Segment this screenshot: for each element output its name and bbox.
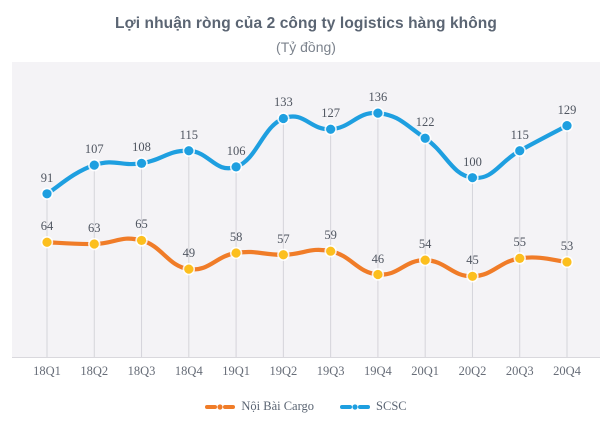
- x-axis-tick-label: 20Q2: [458, 364, 487, 378]
- x-axis-tick-label: 18Q4: [174, 364, 203, 378]
- data-point-marker[interactable]: [231, 248, 241, 258]
- chart-subtitle: (Tỷ đồng): [276, 39, 336, 55]
- data-label: 53: [560, 238, 574, 253]
- x-axis-tick-label: 18Q2: [80, 364, 109, 378]
- data-label: 91: [40, 170, 54, 185]
- x-axis-tick-label: 19Q1: [222, 364, 250, 378]
- data-point-marker[interactable]: [467, 271, 478, 281]
- data-label: 129: [557, 102, 577, 117]
- data-point-marker[interactable]: [42, 237, 52, 247]
- series-line-nội-bài-cargo: [44, 236, 570, 279]
- data-point-marker[interactable]: [89, 160, 99, 170]
- chart-title-block: Lợi nhuận ròng của 2 công ty logistics h…: [0, 14, 612, 57]
- data-label: 57: [277, 231, 290, 246]
- series-line-scsc: [44, 111, 570, 196]
- data-label: 108: [132, 140, 151, 155]
- chart-title: Lợi nhuận ròng của 2 công ty logistics h…: [115, 15, 497, 32]
- data-label: 58: [229, 229, 243, 244]
- data-point-marker[interactable]: [420, 255, 430, 265]
- x-axis-tick-label: 20Q4: [553, 364, 581, 378]
- legend-item-nội-bài-cargo[interactable]: Nội Bài Cargo: [205, 399, 314, 414]
- data-point-marker[interactable]: [562, 121, 572, 131]
- data-point-marker[interactable]: [136, 235, 147, 246]
- data-label: 45: [466, 253, 479, 268]
- x-axis-tick-label: 20Q3: [505, 364, 534, 378]
- x-axis-line: [12, 357, 600, 358]
- x-axis-tick-label: 18Q3: [127, 364, 156, 378]
- data-label: 63: [88, 221, 101, 236]
- legend-item-scsc[interactable]: SCSC: [340, 399, 407, 414]
- data-label: 46: [371, 251, 385, 266]
- data-label: 64: [40, 219, 54, 234]
- data-point-marker[interactable]: [326, 246, 336, 256]
- data-point-marker[interactable]: [373, 108, 383, 118]
- data-label: 55: [513, 235, 526, 250]
- data-point-marker[interactable]: [515, 253, 525, 263]
- x-axis-tick-label: 19Q3: [316, 364, 345, 378]
- data-label: 122: [415, 115, 435, 130]
- plot-svg: [40, 106, 574, 357]
- data-point-marker[interactable]: [373, 269, 383, 280]
- data-point-marker[interactable]: [515, 146, 525, 156]
- legend-label: SCSC: [376, 399, 407, 413]
- data-point-marker[interactable]: [467, 173, 478, 183]
- data-point-marker[interactable]: [42, 189, 52, 199]
- data-label: 54: [418, 237, 432, 252]
- data-point-marker[interactable]: [89, 239, 99, 249]
- x-axis-tick-label: 18Q1: [33, 364, 61, 378]
- data-label: 136: [368, 90, 388, 105]
- x-axis-labels: 18Q1 18Q2 18Q3 18Q4 19Q1 19Q2 19Q3 19Q4 20Q1 20Q2…: [12, 364, 600, 384]
- data-point-marker[interactable]: [562, 257, 572, 267]
- data-label: 65: [135, 217, 148, 232]
- data-label: 100: [463, 154, 482, 169]
- data-point-marker[interactable]: [184, 264, 194, 274]
- x-axis-tick-label: 20Q1: [411, 364, 440, 378]
- data-point-marker[interactable]: [326, 124, 336, 134]
- legend-swatch-icon: [205, 403, 236, 410]
- data-label: 133: [273, 95, 293, 110]
- data-label: 106: [226, 143, 246, 158]
- data-label: 115: [179, 127, 198, 142]
- plot-area: [12, 62, 600, 358]
- data-label: 107: [84, 142, 104, 157]
- chart-legend: Nội Bài Cargo SCSC: [0, 399, 612, 414]
- data-label: 49: [182, 246, 196, 261]
- legend-label: Nội Bài Cargo: [241, 399, 315, 413]
- x-axis-tick-label: 19Q2: [269, 364, 298, 378]
- data-point-marker[interactable]: [231, 162, 241, 172]
- legend-swatch-icon: [340, 403, 371, 410]
- x-axis-tick-label: 19Q4: [364, 364, 392, 378]
- data-point-marker[interactable]: [278, 113, 288, 124]
- data-point-marker[interactable]: [278, 250, 288, 260]
- data-point-marker[interactable]: [420, 133, 430, 143]
- data-point-marker[interactable]: [136, 158, 147, 168]
- data-label: 59: [324, 228, 337, 243]
- data-label: 127: [321, 106, 340, 121]
- data-point-marker[interactable]: [184, 146, 194, 156]
- data-label: 115: [510, 127, 529, 142]
